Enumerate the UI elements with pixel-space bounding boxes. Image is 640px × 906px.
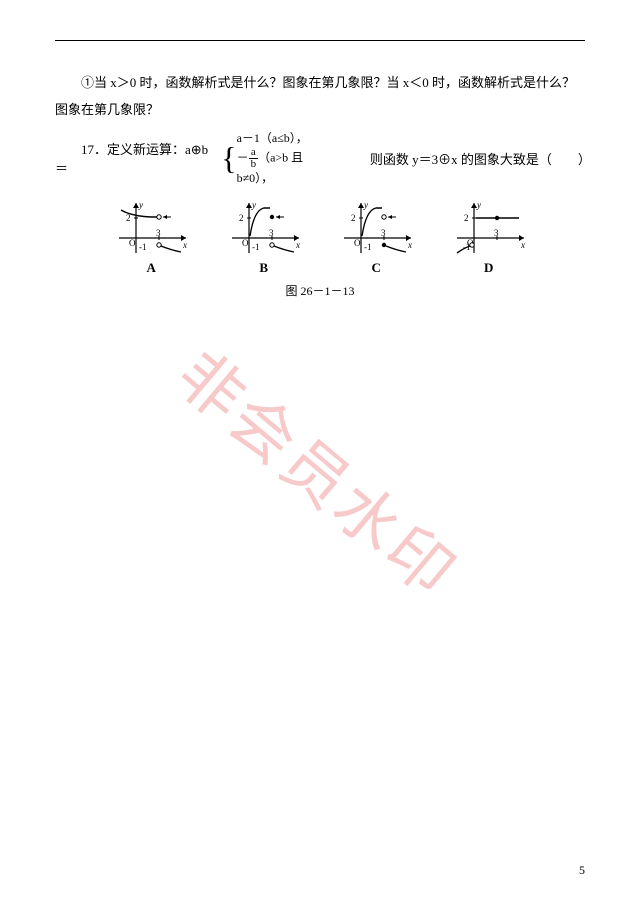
page: ①当 x＞0 时，函数解析式是什么？图象在第几象限？当 x＜0 时，函数解析式是… <box>0 0 640 906</box>
chart-B-svg: O y x 2 3 -1 <box>224 198 304 258</box>
svg-text:y: y <box>251 200 256 210</box>
chart-D: O y x 2 3 -1 D <box>444 198 534 276</box>
q17-prefix: 17．定义新运算：a⊕b＝ <box>55 139 217 177</box>
fraction: ab <box>249 147 259 170</box>
q16-line1: ①当 x＞0 时，函数解析式是什么？图象在第几象限？当 x＜0 时，函数解析式是… <box>55 71 585 94</box>
charts-row: O y x 2 3 -1 A <box>95 198 545 276</box>
svg-text:-1: -1 <box>139 242 147 252</box>
svg-text:-1: -1 <box>252 242 260 252</box>
svg-text:y: y <box>476 200 481 210</box>
page-number: 5 <box>579 863 585 878</box>
figure-caption: 图 26－1－13 <box>55 282 585 299</box>
q17-case1: a－1（a≤b）， <box>237 130 340 147</box>
chart-A-svg: O y x 2 3 -1 <box>111 198 191 258</box>
chart-B: O y x 2 3 -1 B <box>219 198 309 276</box>
q17-suffix: 则函数 y＝3⊕x 的图象大致是（ ） <box>344 149 585 168</box>
chart-A: O y x 2 3 -1 A <box>106 198 196 276</box>
svg-text:2: 2 <box>239 213 244 223</box>
svg-text:y: y <box>363 200 368 210</box>
chart-C: O y x 2 3 -1 C <box>331 198 421 276</box>
q17-brace-wrap: { a－1（a≤b）， －ab（a>b 且 b≠0）， <box>221 130 340 187</box>
watermark: 非会员水印 <box>160 327 480 616</box>
chart-D-svg: O y x 2 3 -1 <box>449 198 529 258</box>
svg-text:2: 2 <box>351 213 356 223</box>
svg-text:2: 2 <box>464 213 469 223</box>
q17-cases: a－1（a≤b）， －ab（a>b 且 b≠0）， <box>237 130 340 187</box>
svg-text:x: x <box>295 240 300 250</box>
svg-text:O: O <box>242 238 249 248</box>
chart-B-label: B <box>219 260 309 276</box>
chart-C-label: C <box>331 260 421 276</box>
svg-text:-1: -1 <box>364 242 372 252</box>
top-rule <box>55 40 585 41</box>
chart-A-label: A <box>106 260 196 276</box>
chart-D-label: D <box>444 260 534 276</box>
q16-line2: 图象在第几象限？ <box>55 98 585 121</box>
q17-case2: －ab（a>b 且 b≠0）， <box>237 147 340 187</box>
svg-text:x: x <box>520 240 525 250</box>
svg-text:x: x <box>182 240 187 250</box>
svg-text:O: O <box>129 238 136 248</box>
svg-text:y: y <box>138 200 143 210</box>
svg-text:x: x <box>407 240 412 250</box>
left-brace-icon: { <box>221 142 236 174</box>
q17-row: 17．定义新运算：a⊕b＝ { a－1（a≤b）， －ab（a>b 且 b≠0）… <box>55 130 585 187</box>
chart-C-svg: O y x 2 3 -1 <box>336 198 416 258</box>
svg-text:O: O <box>354 238 361 248</box>
